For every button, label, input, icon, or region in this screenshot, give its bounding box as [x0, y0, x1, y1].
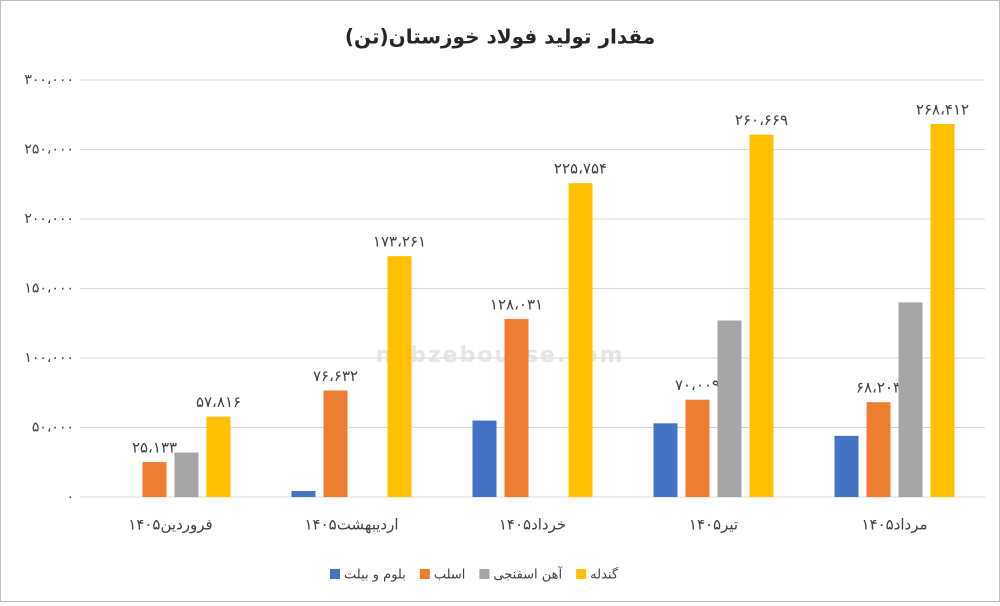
data-label: ۷۰،۰۰۹ — [675, 376, 720, 394]
data-label: ۷۶،۶۳۲ — [313, 367, 358, 385]
y-tick-label: ۱۵۰،۰۰۰ — [24, 281, 74, 297]
bar — [142, 462, 167, 497]
x-tick-label: تیر۱۴۰۵ — [689, 516, 738, 534]
legend-label: آهن اسفنجی — [493, 566, 563, 583]
bar — [504, 319, 529, 497]
bar — [291, 491, 316, 497]
bar — [472, 420, 497, 497]
legend-swatch — [330, 569, 340, 579]
bar — [568, 183, 593, 497]
bar — [323, 390, 348, 497]
bar — [930, 123, 955, 497]
legend-label: گندله — [590, 567, 619, 583]
data-label: ۱۲۸،۰۳۱ — [490, 296, 543, 314]
data-label: ۲۲۵،۷۵۴ — [554, 160, 607, 178]
bar — [206, 416, 231, 497]
bar — [834, 435, 859, 497]
legend-label: بلوم و بیلت — [344, 568, 406, 583]
bar — [653, 423, 678, 497]
legend-label: اسلب — [434, 568, 466, 583]
bar — [685, 399, 710, 497]
y-tick-label: ۱۰۰،۰۰۰ — [24, 350, 74, 366]
y-tick-label: ۳۰۰،۰۰۰ — [24, 72, 74, 88]
data-label: ۶۸،۲۰۳ — [856, 379, 901, 397]
bar — [174, 452, 199, 497]
y-tick-label: ۲۰۰،۰۰۰ — [24, 211, 74, 227]
bar — [387, 256, 412, 497]
x-tick-label: اردیبهشت۱۴۰۵ — [304, 516, 398, 534]
bar — [749, 134, 774, 497]
legend-swatch — [479, 569, 490, 579]
x-tick-label: خرداد۱۴۰۵ — [499, 516, 566, 534]
chart-title: مقدار تولید فولاد خوزستان(تن) — [345, 25, 655, 49]
bar — [717, 320, 742, 497]
data-label: ۲۵،۱۳۳ — [132, 439, 177, 457]
bar — [866, 402, 891, 497]
data-label: ۲۶۰،۶۶۹ — [735, 111, 788, 129]
legend-swatch — [576, 569, 587, 579]
legend-swatch — [419, 569, 430, 579]
data-label: ۱۷۳،۲۶۱ — [373, 233, 426, 251]
bar — [898, 302, 923, 497]
x-tick-label: مرداد۱۴۰۵ — [861, 516, 927, 534]
data-label: ۲۶۸،۴۱۲ — [916, 100, 969, 118]
x-tick-label: فروردین۱۴۰۵ — [128, 516, 212, 534]
data-label: ۵۷،۸۱۶ — [196, 393, 241, 411]
y-tick-label: ۲۵۰،۰۰۰ — [24, 142, 74, 158]
y-tick-label: ۰ — [66, 489, 74, 505]
y-tick-label: ۵۰،۰۰۰ — [32, 420, 74, 436]
